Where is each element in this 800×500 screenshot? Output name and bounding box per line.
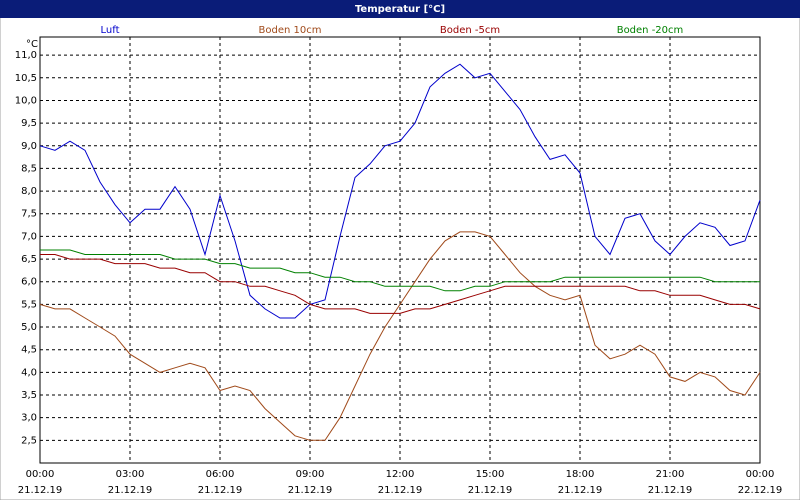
x-tick-label: 09:00 [296, 469, 325, 480]
x-tick-label: 06:00 [206, 469, 235, 480]
y-tick-label: 7,5 [21, 209, 37, 220]
series-line [39, 63, 761, 319]
y-tick-label: 9,0 [21, 141, 37, 152]
x-tick-label: 18:00 [566, 469, 595, 480]
x-tick-label: 00:00 [26, 469, 55, 480]
y-tick-label: 3,5 [21, 390, 37, 401]
legend-entry: Boden -5cm [440, 25, 500, 36]
y-tick-label: 11,0 [15, 50, 37, 61]
y-tick-label: 5,5 [21, 299, 37, 310]
x-tick-label: 21:00 [656, 469, 685, 480]
x-tick-date: 21.12.19 [108, 485, 153, 496]
y-tick-label: 10,5 [15, 73, 37, 84]
y-tick-label: 6,5 [21, 254, 37, 265]
y-tick-label: 10,0 [15, 95, 37, 106]
series-line [39, 231, 761, 441]
x-tick-date: 21.12.19 [198, 485, 243, 496]
y-tick-label: 4,0 [21, 367, 37, 378]
y-tick-label: 7,0 [21, 231, 37, 242]
x-tick-label: 03:00 [116, 469, 145, 480]
chart-title: Temperatur [°C] [355, 4, 445, 15]
x-tick-date: 22.12.19 [738, 485, 783, 496]
legend-entry: Luft [101, 25, 120, 36]
x-tick-label: 15:00 [476, 469, 505, 480]
y-unit: °C [26, 39, 38, 50]
y-tick-label: 8,5 [21, 163, 37, 174]
y-tick-label: 4,5 [21, 345, 37, 356]
x-tick-date: 21.12.19 [378, 485, 423, 496]
x-tick-date: 21.12.19 [18, 485, 63, 496]
x-tick-date: 21.12.19 [648, 485, 693, 496]
series-line [40, 254, 761, 314]
legend-entry: Boden -20cm [617, 25, 684, 36]
y-tick-label: 5,0 [21, 322, 37, 333]
y-tick-label: 2,5 [21, 435, 37, 446]
legend-entry: Boden 10cm [259, 25, 322, 36]
y-tick-label: 9,5 [21, 118, 37, 129]
y-tick-label: 6,0 [21, 277, 37, 288]
series-line [40, 249, 760, 292]
title-bar [0, 0, 800, 18]
y-tick-label: 3,0 [21, 413, 37, 424]
x-tick-date: 21.12.19 [558, 485, 603, 496]
x-tick-date: 21.12.19 [468, 485, 513, 496]
x-tick-label: 00:00 [746, 469, 775, 480]
y-tick-label: 8,0 [21, 186, 37, 197]
x-tick-label: 12:00 [386, 469, 415, 480]
x-tick-date: 21.12.19 [288, 485, 333, 496]
